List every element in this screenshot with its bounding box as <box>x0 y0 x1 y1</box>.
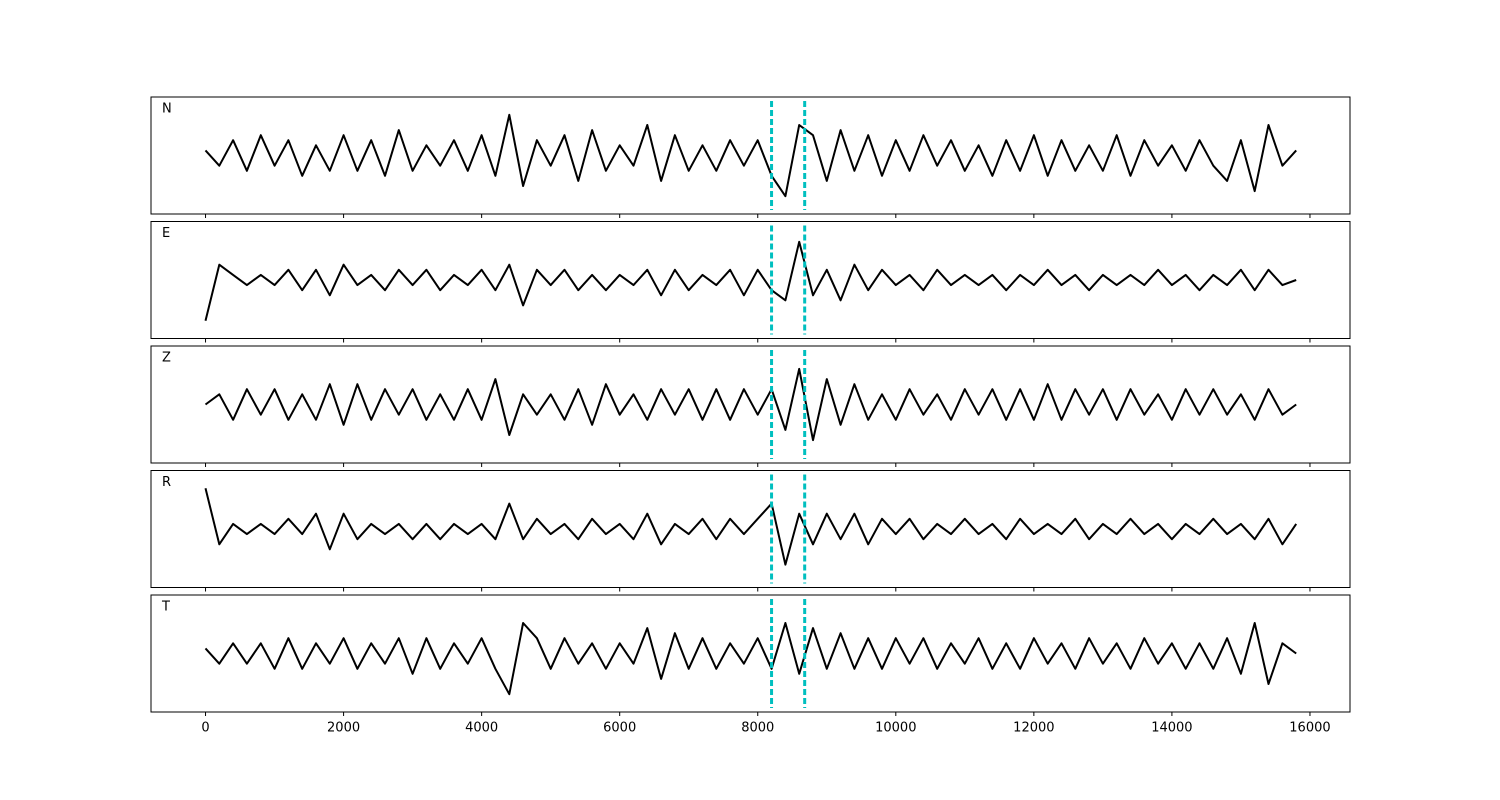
panel-label: E <box>162 226 170 241</box>
x-tick-label: 14000 <box>1151 721 1192 736</box>
x-tick-label: 2000 <box>327 721 360 736</box>
trace-line <box>204 367 1297 442</box>
panel-label: R <box>162 475 171 490</box>
trace-line <box>204 488 1298 566</box>
x-tick-label: 10000 <box>875 721 916 736</box>
x-tick-label: 12000 <box>1013 721 1054 736</box>
x-tick-label: 6000 <box>603 721 636 736</box>
panel-frame <box>150 594 1351 713</box>
panel-frame <box>150 345 1351 464</box>
panel-frame <box>150 96 1351 215</box>
trace-line <box>204 622 1297 696</box>
x-tick-label: 4000 <box>465 721 498 736</box>
panel-label: N <box>162 102 172 117</box>
x-tick-label: 16000 <box>1289 721 1330 736</box>
trace-line <box>204 240 1297 321</box>
x-tick-label: 8000 <box>741 721 774 736</box>
x-tick-label: 0 <box>201 721 209 736</box>
panel-frame <box>150 221 1351 339</box>
panel-label: Z <box>162 351 171 366</box>
trace-line <box>204 113 1297 198</box>
panel-frame <box>150 470 1351 588</box>
panel-label: T <box>161 600 170 615</box>
